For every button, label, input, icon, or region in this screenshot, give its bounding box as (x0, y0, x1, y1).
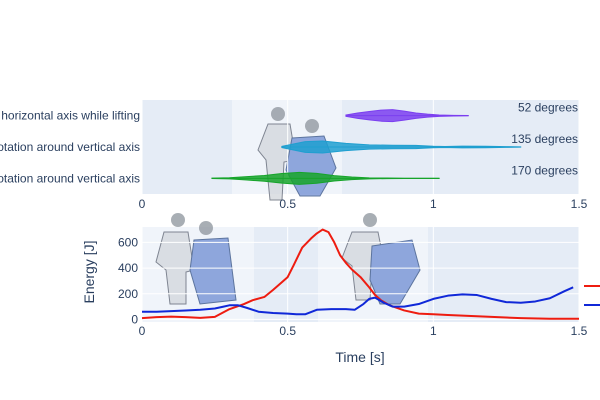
y-axis-title: Energy [J] (81, 240, 97, 303)
energy-x-tick: 1 (430, 324, 437, 338)
violin-annotation: 52 degrees (518, 101, 578, 115)
violin-x-tick: 1 (430, 197, 437, 211)
violin-category-label: Rotation around horizontal axis while li… (0, 109, 140, 123)
energy-series-line[interactable] (141, 228, 579, 320)
violin-category-label: Rotation around vertical axis (0, 140, 140, 154)
energy-y-tick: 0 (131, 312, 138, 326)
energy-y-tick: 400 (118, 261, 138, 275)
violin-annotation: 170 degrees (511, 163, 578, 177)
violin-x-tick: 0.5 (279, 197, 296, 211)
violin-annotation: 135 degrees (511, 132, 578, 146)
energy-y-tick: 600 (118, 235, 138, 249)
energy-x-tick: 1.5 (571, 324, 588, 338)
violin-category-label: Rotation around vertical axis (0, 171, 140, 185)
violin-x-tick: 0 (139, 197, 146, 211)
energy-y-tick: 200 (118, 287, 138, 301)
x-axis-title: Time [s] (335, 349, 384, 365)
energy-x-tick: 0 (139, 324, 146, 338)
energy-x-tick: 0.5 (279, 324, 296, 338)
violin-x-tick: 1.5 (571, 197, 588, 211)
energy-series-line[interactable] (142, 286, 574, 316)
